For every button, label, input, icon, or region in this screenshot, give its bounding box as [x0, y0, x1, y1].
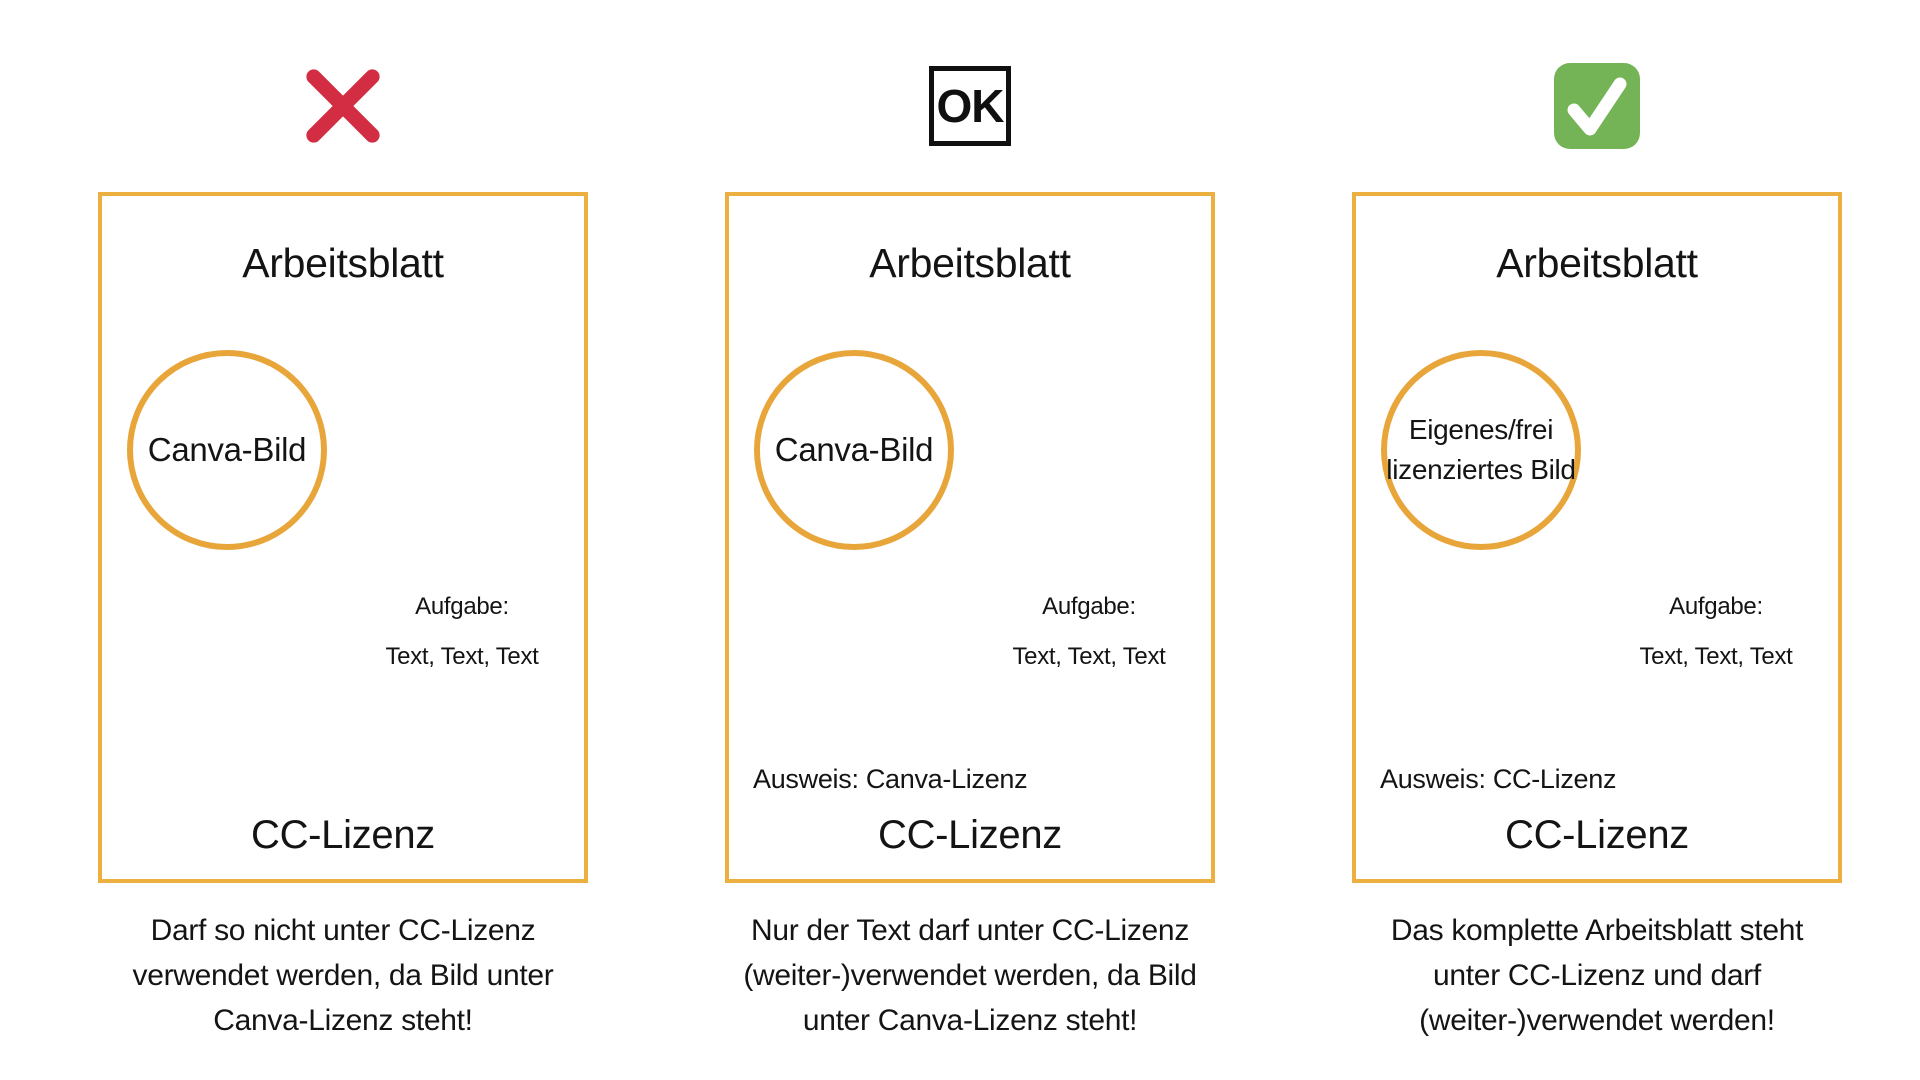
task-text: Text, Text, Text: [385, 643, 539, 670]
task-block: Aufgabe: Text, Text, Text: [981, 592, 1197, 672]
image-placeholder-label: Canva-Bild: [147, 431, 307, 468]
verdict-mark-zone: OK: [725, 58, 1215, 154]
task-label: Aufgabe:: [1669, 593, 1763, 620]
verdict-mark-zone: [98, 58, 588, 154]
worksheet-panel: Arbeitsblatt Eigenes/frei lizenziertes B…: [1352, 192, 1842, 883]
verdict-mark-zone: [1352, 58, 1842, 154]
image-placeholder-label: Canva-Bild: [774, 431, 934, 468]
task-label: Aufgabe:: [415, 593, 509, 620]
license-note: Ausweis: Canva-Lizenz: [753, 764, 1028, 794]
worksheet-panel: Arbeitsblatt Canva-Bild Aufgabe: Text, T…: [98, 192, 588, 883]
caption: Nur der Text darf unter CC-Lizenz (weite…: [743, 914, 1197, 1037]
column-allowed: Arbeitsblatt Eigenes/frei lizenziertes B…: [1352, 0, 1842, 1080]
task-label: Aufgabe:: [1042, 593, 1136, 620]
worksheet-license: CC-Lizenz: [1504, 813, 1690, 857]
cross-icon: [306, 69, 380, 143]
license-note: Ausweis: CC-Lizenz: [1380, 764, 1617, 794]
column-not-allowed: Arbeitsblatt Canva-Bild Aufgabe: Text, T…: [98, 0, 588, 1080]
worksheet-title: Arbeitsblatt: [869, 240, 1071, 286]
check-icon: [1554, 63, 1640, 149]
ok-icon: OK: [929, 66, 1011, 146]
worksheet-license: CC-Lizenz: [877, 813, 1063, 857]
task-block: Aufgabe: Text, Text, Text: [354, 592, 570, 672]
image-placeholder-circle: Eigenes/frei lizenziertes Bild: [1381, 350, 1581, 550]
image-placeholder-circle: Canva-Bild: [754, 350, 954, 550]
worksheet-title: Arbeitsblatt: [1496, 240, 1698, 286]
column-partially-ok: OK Arbeitsblatt Canva-Bild Aufgabe: Text…: [725, 0, 1215, 1080]
image-placeholder-label: Eigenes/frei lizenziertes Bild: [1386, 414, 1576, 485]
task-text: Text, Text, Text: [1639, 643, 1793, 670]
worksheet-panel: Arbeitsblatt Canva-Bild Aufgabe: Text, T…: [725, 192, 1215, 883]
image-placeholder-circle: Canva-Bild: [127, 350, 327, 550]
task-text: Text, Text, Text: [1012, 643, 1166, 670]
worksheet-license: CC-Lizenz: [250, 813, 436, 857]
caption: Das komplette Arbeitsblatt steht unter C…: [1390, 914, 1804, 1037]
caption: Darf so nicht unter CC-Lizenz verwendet …: [132, 914, 554, 1037]
worksheet-title: Arbeitsblatt: [242, 240, 444, 286]
task-block: Aufgabe: Text, Text, Text: [1608, 592, 1824, 672]
